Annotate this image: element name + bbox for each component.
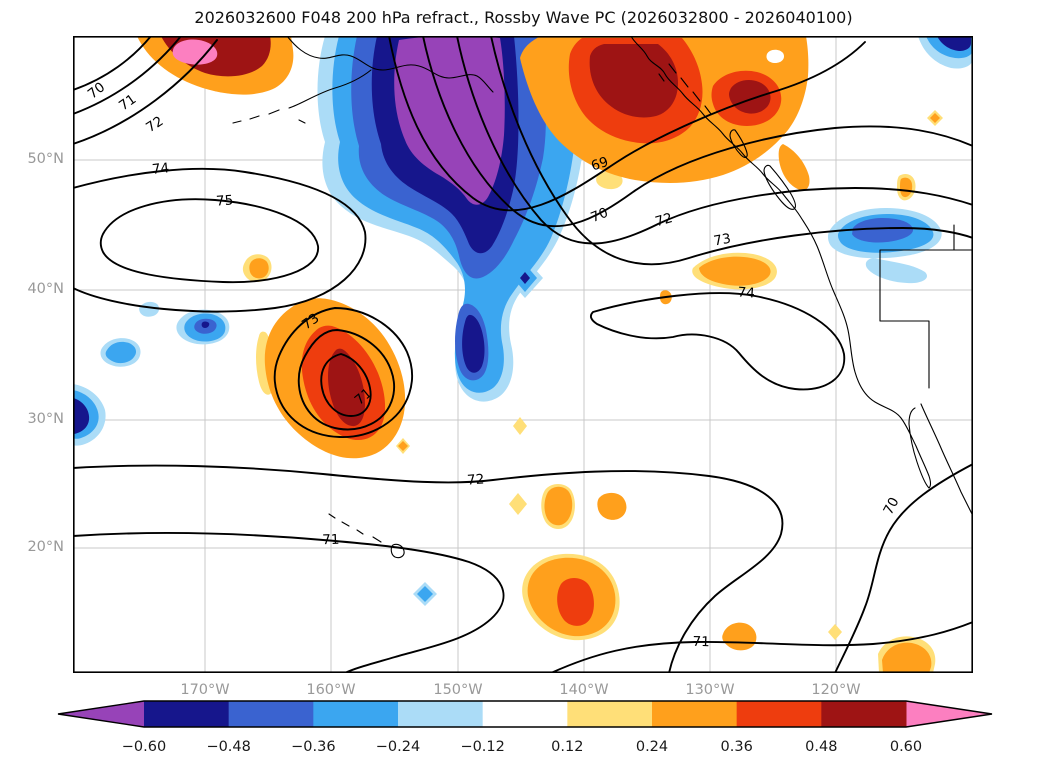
contour-label: 72 [143, 113, 166, 136]
x-tick-170W: 170°W [180, 682, 230, 698]
colorbar-under-arrow [58, 701, 144, 727]
contour-label: 73 [712, 231, 732, 250]
colorbar-segment [482, 701, 568, 727]
colorbar-tick-label: −0.36 [291, 739, 335, 755]
x-tick-120W: 120°W [811, 682, 861, 698]
contour-label: 71 [116, 91, 139, 114]
colorbar-segment [821, 701, 907, 727]
colorbar-segment [313, 701, 399, 727]
colorbar-segment [652, 701, 738, 727]
y-tick-40N: 40°N [27, 281, 64, 297]
colorbar-segment [398, 701, 484, 727]
contour-labels: 70 71 72 74 75 69 70 72 73 74 73 71 72 7… [85, 79, 903, 650]
contour-label: 74 [151, 160, 170, 178]
colorbar-tick-label: 0.48 [805, 739, 837, 755]
x-tick-140W: 140°W [559, 682, 609, 698]
map-border [73, 36, 974, 674]
contour-label: 72 [653, 210, 674, 230]
contour-label: 70 [880, 495, 902, 518]
colorbar-segment [228, 701, 314, 727]
contour-label: 70 [589, 205, 611, 226]
contour-label: 71 [322, 532, 340, 549]
contour-label: 75 [216, 192, 234, 209]
colorbar-segment [567, 701, 653, 727]
coastlines [232, 35, 974, 559]
colorbar: −0.60 −0.48 −0.36 −0.24 −0.12 0.12 0.24 0.36 0.4… [0, 697, 1047, 763]
contour-label: 71 [692, 634, 710, 651]
y-tick-20N: 20°N [27, 539, 64, 555]
colorbar-outline [57, 700, 993, 728]
contour-lines [72, 35, 974, 674]
colorbar-over-arrow [906, 701, 992, 727]
contour-label: 74 [737, 284, 755, 301]
x-tick-130W: 130°W [685, 682, 735, 698]
contour-label: 72 [467, 471, 485, 488]
colorbar-segment [144, 701, 230, 727]
map-graphic: 70 71 72 74 75 69 70 72 73 74 73 71 72 7… [72, 35, 974, 674]
colorbar-graphic: −0.60 −0.48 −0.36 −0.24 −0.12 0.12 0.24 0.36 0.4… [57, 700, 993, 755]
map-plot: 70 71 72 74 75 69 70 72 73 74 73 71 72 7… [72, 35, 974, 674]
x-tick-160W: 160°W [306, 682, 356, 698]
x-tick-150W: 150°W [433, 682, 483, 698]
colorbar-tick-label: −0.12 [460, 739, 504, 755]
colorbar-tick-label: 0.36 [721, 739, 753, 755]
colorbar-tick-label: −0.48 [206, 739, 250, 755]
anomaly-shading [73, 35, 973, 673]
contour-label: 69 [589, 154, 610, 175]
colorbar-tick-label: 0.60 [890, 739, 922, 755]
y-tick-50N: 50°N [27, 151, 64, 167]
colorbar-tick-label: 0.24 [636, 739, 668, 755]
colorbar-tick-label: 0.12 [551, 739, 583, 755]
y-tick-30N: 30°N [27, 411, 64, 427]
colorbar-tick-label: −0.60 [122, 739, 166, 755]
colorbar-segment [736, 701, 822, 727]
colorbar-tick-label: −0.24 [376, 739, 420, 755]
chart-title: 2026032600 F048 200 hPa refract., Rossby… [194, 8, 853, 27]
